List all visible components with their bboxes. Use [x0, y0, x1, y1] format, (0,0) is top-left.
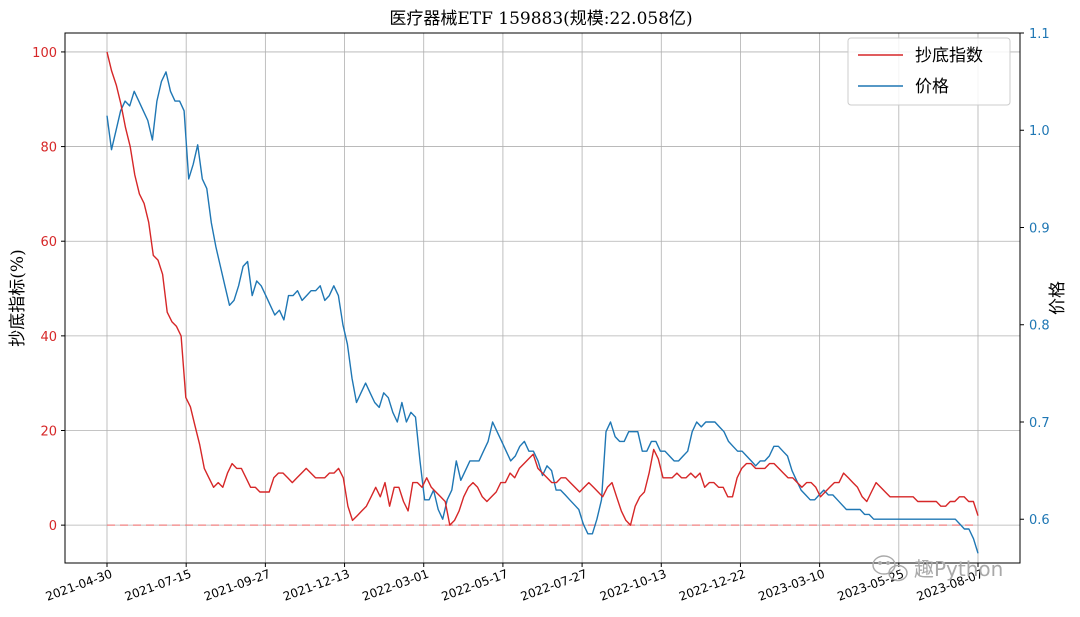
x-tick-label: 2022-07-27	[519, 567, 589, 604]
y-tick-label-right: 0.7	[1029, 416, 1050, 431]
chart-title: 医疗器械ETF 159883(规模:22.058亿)	[389, 9, 692, 29]
y-tick-label-left: 20	[40, 425, 57, 440]
x-tick-label: 2022-05-17	[440, 567, 510, 604]
y-tick-label-right: 0.9	[1029, 221, 1050, 236]
watermark-text: 趣Python	[914, 557, 1003, 581]
x-tick-label: 2022-10-13	[598, 567, 668, 604]
y-tick-label-left: 80	[40, 141, 57, 156]
legend-label-price: 价格	[915, 77, 949, 97]
series-layer	[106, 51, 979, 554]
y-tick-label-right: 0.8	[1029, 319, 1050, 334]
legend-label-indicator: 抄底指数	[915, 46, 983, 66]
x-axis: 2021-04-30 2021-07-15 2021-09-27 2021-12-13…	[44, 563, 985, 604]
x-tick-label: 2021-12-13	[281, 567, 351, 604]
x-tick-label: 2021-09-27	[202, 567, 272, 604]
x-tick-label: 2023-03-10	[756, 567, 826, 604]
y-tick-label-right: 0.6	[1029, 513, 1050, 528]
y-tick-label-right: 1.1	[1029, 27, 1050, 42]
y-tick-label-left: 60	[40, 235, 57, 250]
x-tick-label: 2022-12-22	[677, 567, 747, 604]
series-line-price	[106, 71, 979, 554]
left-axis-label: 抄底指标(%)	[8, 249, 28, 346]
y-tick-label-left: 40	[40, 330, 57, 345]
y-tick-label-left: 0	[49, 519, 57, 534]
x-tick-label: 2023-05-25	[836, 567, 906, 604]
x-tick-label: 2021-04-30	[44, 567, 114, 604]
legend: 抄底指数 价格	[847, 37, 1011, 106]
wechat-icon	[872, 555, 908, 582]
right-axis-label: 价格	[1048, 281, 1068, 315]
plot-frame	[64, 32, 1021, 564]
x-tick-label: 2021-07-15	[123, 567, 193, 604]
y-tick-label-left: 100	[32, 46, 57, 61]
series-line-indicator	[106, 51, 979, 526]
left-axis: 0 20 40 60 80 100	[32, 46, 65, 534]
watermark: 趣Python	[872, 555, 1003, 582]
right-axis: 0.6 0.7 0.8 0.9 1.0 1.1	[1020, 27, 1050, 528]
x-tick-label: 2022-03-01	[360, 567, 430, 604]
y-tick-label-right: 1.0	[1029, 124, 1050, 139]
